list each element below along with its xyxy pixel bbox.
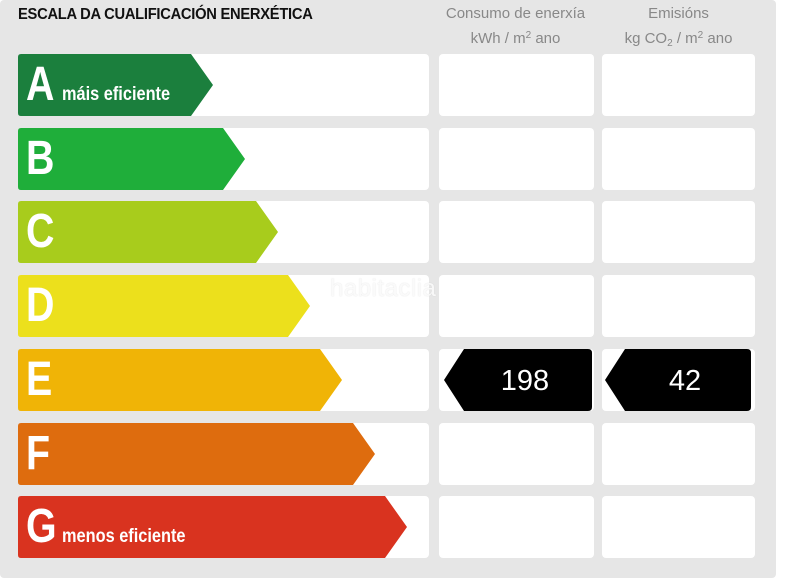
rating-arrow-shape — [18, 423, 375, 485]
emisions-cell — [602, 496, 755, 558]
consumo-column-header: Consumo de enerxía kWh / m2 ano — [438, 3, 593, 50]
rating-arrow-fill — [18, 54, 213, 116]
emisions-header-unit: kg CO2 / m2 ano — [624, 30, 733, 49]
rating-letter: E — [26, 353, 53, 406]
rating-arrow-f: F — [18, 423, 375, 485]
rating-sublabel: máis eficiente — [62, 84, 171, 105]
rating-arrow-shape — [18, 54, 213, 116]
rating-arrow-c: C — [18, 201, 278, 263]
consumo-cell — [439, 201, 594, 263]
consumo-header-unit: kWh / m2 ano — [470, 30, 561, 47]
rating-arrow-fill — [18, 201, 278, 263]
rating-letter: A — [26, 58, 55, 111]
consumo-cell — [439, 275, 594, 337]
rating-arrow-shape — [18, 201, 278, 263]
label-title: ESCALA DA CUALIFICACIÓN ENERXÉTICA — [18, 6, 313, 23]
emisions-header-title: Emisións — [648, 5, 709, 22]
rating-arrow-fill — [18, 423, 375, 485]
rating-letter: G — [26, 500, 57, 553]
emisions-cell — [602, 423, 755, 485]
rating-arrow-d: D — [18, 275, 310, 337]
consumo-value-marker: 198 — [444, 349, 592, 411]
rating-arrow-shape — [18, 496, 407, 558]
rating-arrow-shape — [18, 128, 245, 190]
rating-letter: B — [26, 132, 55, 185]
consumo-cell — [439, 423, 594, 485]
value-marker-shape — [605, 349, 751, 411]
consumo-cell — [439, 128, 594, 190]
value-marker-shape — [444, 349, 592, 411]
emisions-cell — [602, 201, 755, 263]
rating-letter: D — [26, 279, 55, 332]
consumo-cell — [439, 496, 594, 558]
rating-arrow-fill — [18, 275, 310, 337]
rating-arrow-e: E — [18, 349, 342, 411]
rating-arrow-shape — [18, 349, 342, 411]
rating-letter: F — [26, 427, 51, 480]
rating-arrow-shape — [18, 275, 310, 337]
emisions-cell — [602, 275, 755, 337]
rating-arrow-fill — [18, 496, 407, 558]
value-text: 42 — [668, 365, 702, 397]
rating-sublabel: menos eficiente — [62, 526, 186, 547]
value-text: 198 — [500, 365, 550, 397]
rating-arrow-fill — [18, 349, 342, 411]
emisions-column-header: Emisións kg CO2 / m2 ano — [601, 3, 756, 55]
emisions-cell — [602, 128, 755, 190]
watermark: habitaclia — [330, 275, 437, 302]
emisions-value-marker: 42 — [605, 349, 751, 411]
rating-letter: C — [26, 205, 55, 258]
rating-arrow-b: B — [18, 128, 245, 190]
consumo-header-title: Consumo de enerxía — [445, 5, 586, 22]
emisions-cell — [602, 54, 755, 116]
rating-arrow-fill — [18, 128, 245, 190]
consumo-cell — [439, 54, 594, 116]
